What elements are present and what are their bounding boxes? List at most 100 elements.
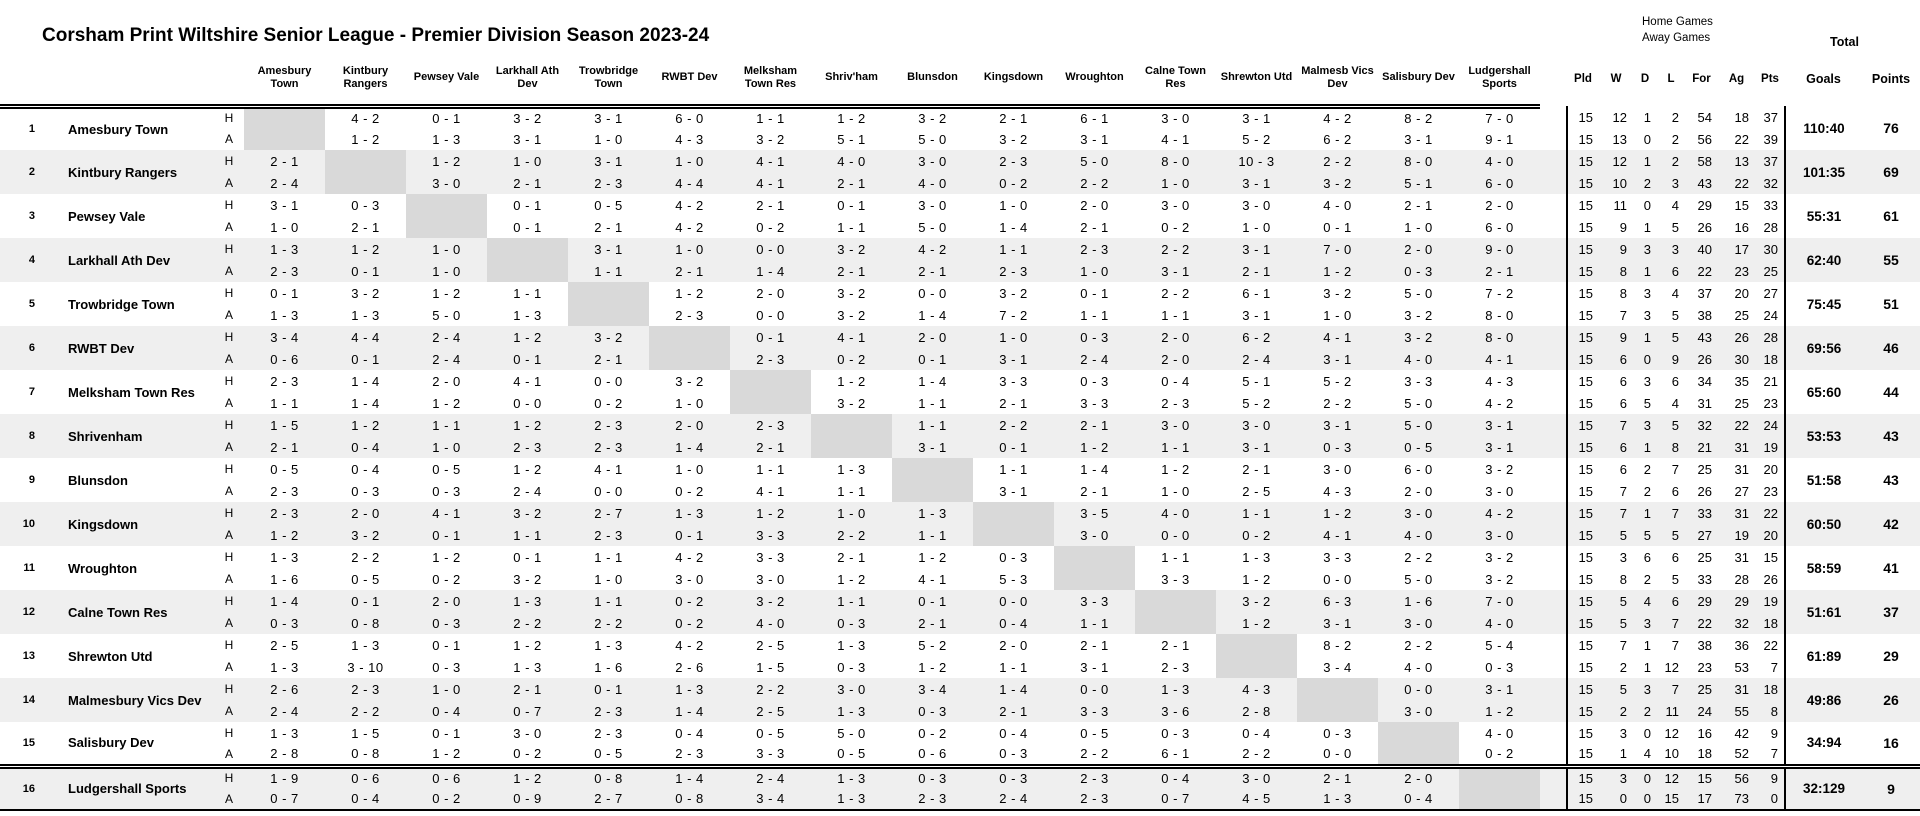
score-cell-home-vs-shriv-ham: 1 - 2: [837, 373, 866, 389]
score-cell-home-vs-melksham-town-res: 2 - 4: [730, 763, 811, 788]
team-row-salisbury-dev-away: A 2 - 8 0 - 8 1 - 2 0 - 2 0 - 5 2 - 3 3 - 3 0 - …: [0, 744, 1920, 766]
score-cell-home-vs-melksham-town-res: 2 - 1: [756, 197, 785, 213]
position-label: 12: [0, 590, 44, 634]
stat-cell-home-pld: 15: [1566, 678, 1599, 700]
score-cell-home-vs-rwbt-dev: 4 - 2: [675, 637, 704, 653]
score-cell-home-vs-shrewton-utd: 3 - 1: [1242, 110, 1271, 126]
column-header-shrewton-utd: Shrewton Utd: [1216, 52, 1297, 109]
column-header-shriv-ham: Shriv'ham: [811, 52, 892, 109]
column-header-pld: Pld: [1574, 72, 1592, 85]
score-cell-home-vs-malmesb-vics-dev: 0 - 3: [1323, 725, 1352, 741]
stat-cell-away-for: 43: [1685, 172, 1718, 194]
goals-cell: 110:40: [1803, 120, 1845, 136]
away-row-label: A: [214, 612, 244, 634]
score-cell-away-vs-salisbury-dev: 5 - 1: [1378, 172, 1459, 194]
stat-cell-away-pld: 15: [1566, 480, 1599, 502]
score-cell-home-vs-kingsdown: 2 - 3: [973, 150, 1054, 172]
score-cell-away-vs-rwbt-dev: 0 - 8: [649, 788, 730, 811]
score-cell-away-vs-trowbridge-town: 2 - 1: [594, 219, 623, 235]
score-cell-home-vs-shriv-ham: 1 - 0: [811, 502, 892, 524]
score-cell-home-vs-blunsdon: 0 - 1: [892, 590, 973, 612]
score-cell-away-vs-pewsey-vale: 0 - 3: [406, 612, 487, 634]
score-cell-home-vs-kintbury-rangers: 0 - 3: [351, 197, 380, 213]
stat-cell-away-d: 2: [1633, 700, 1657, 722]
score-cell-away-vs-pewsey-vale: 0 - 3: [432, 659, 461, 675]
stat-cell-home-pts: 30: [1755, 238, 1786, 260]
score-cell-away-vs-wroughton: 2 - 4: [1054, 348, 1135, 370]
stat-cell-away-for: 18: [1697, 746, 1712, 762]
score-cell-away-vs-salisbury-dev: 3 - 0: [1378, 612, 1459, 634]
stat-cell-home-d: 1: [1633, 502, 1657, 524]
away-row-label: A: [214, 788, 244, 811]
position-label: 8: [0, 414, 44, 458]
stat-cell-away-d: 2: [1643, 483, 1651, 499]
score-cell-away-vs-wroughton: 1 - 0: [1054, 260, 1135, 282]
score-cell-home-vs-rwbt-dev: 4 - 2: [675, 197, 704, 213]
stat-cell-home-l: 2: [1671, 109, 1679, 125]
score-cell-away-vs-shrewton-utd: 2 - 5: [1242, 483, 1271, 499]
spacer-cell: [1540, 656, 1567, 678]
score-cell-away-vs-amesbury-town: 1 - 3: [270, 307, 299, 323]
stat-cell-home-ag: 20: [1734, 285, 1749, 301]
stat-cell-away-d: 1: [1633, 436, 1657, 458]
score-cell-home-vs-pewsey-vale: 0 - 1: [432, 725, 461, 741]
score-cell-away-vs-pewsey-vale: 3 - 0: [406, 172, 487, 194]
score-cell-away-vs-melksham-town-res: 3 - 3: [756, 746, 785, 762]
score-cell-away-vs-shriv-ham: 0 - 3: [811, 612, 892, 634]
score-cell-home-vs-melksham-town-res: 1 - 2: [730, 502, 811, 524]
stat-cell-home-ag: 35: [1734, 373, 1749, 389]
score-cell-away-vs-calne-town-res: 0 - 0: [1135, 524, 1216, 546]
home-away-legend: Home Games Away Games: [1642, 14, 1713, 46]
team-row-salisbury-dev-home: 15 Salisbury Dev H 1 - 3 1 - 5 0 - 1 3 - 0 2 - …: [0, 722, 1920, 766]
stat-cell-home-pts: 21: [1755, 370, 1786, 392]
score-cell-away-vs-kintbury-rangers: 3 - 10: [347, 659, 384, 675]
score-cell-home-vs-rwbt-dev: 1 - 0: [675, 461, 704, 477]
column-header-trowbridge-town: Trowbridge Town: [568, 52, 649, 109]
stat-cell-home-pts: 37: [1755, 150, 1786, 172]
score-cell-away-vs-amesbury-town: 1 - 2: [244, 524, 325, 546]
position-label: 6: [0, 326, 44, 370]
score-cell-home-vs-shrewton-utd: 3 - 0: [1216, 763, 1297, 788]
points-cell: 29: [1883, 648, 1899, 664]
score-cell-away-vs-salisbury-dev: 1 - 0: [1404, 219, 1433, 235]
stat-cell-away-pld: 15: [1566, 216, 1599, 238]
stat-cell-home-ag: 31: [1734, 461, 1749, 477]
score-cell-away-vs-salisbury-dev: 5 - 0: [1404, 571, 1433, 587]
away-row-label: A: [214, 260, 244, 282]
stat-cell-home-d: 0: [1643, 725, 1651, 741]
stat-cell-away-pts: 23: [1755, 392, 1786, 414]
column-header-position: [0, 52, 44, 109]
points-cell: 55: [1862, 238, 1920, 282]
score-cell-home-vs-pewsey-vale: 2 - 0: [406, 590, 487, 612]
stat-cell-home-w: 3: [1619, 549, 1627, 565]
score-cell-home-vs-salisbury-dev: 3 - 2: [1378, 326, 1459, 348]
stat-cell-away-w: 6: [1599, 348, 1633, 370]
score-cell-home-vs-larkhall-ath-dev: 1 - 2: [513, 461, 542, 477]
self-cell: [1459, 763, 1540, 811]
team-name: Calne Town Res: [44, 590, 214, 634]
score-cell-away-vs-shriv-ham: 1 - 2: [837, 571, 866, 587]
stat-cell-away-pts: 25: [1755, 260, 1786, 282]
spacer-cell: [1540, 763, 1567, 788]
score-cell-home-vs-kintbury-rangers: 1 - 5: [351, 725, 380, 741]
column-header-blunsdon: Blunsdon: [892, 52, 973, 109]
stat-cell-home-for: 37: [1697, 285, 1712, 301]
stat-cell-home-w: 9: [1599, 238, 1633, 260]
stat-cell-away-pts: 39: [1755, 128, 1786, 150]
score-cell-home-vs-kintbury-rangers: 1 - 3: [351, 637, 380, 653]
score-cell-home-vs-blunsdon: 4 - 2: [892, 238, 973, 260]
stat-cell-home-for: 58: [1685, 150, 1718, 172]
stat-cell-away-for: 38: [1697, 307, 1712, 323]
stat-cell-away-ag: 16: [1734, 219, 1749, 235]
score-cell-home-vs-rwbt-dev: 0 - 2: [649, 590, 730, 612]
score-cell-away-vs-wroughton: 2 - 3: [1054, 788, 1135, 811]
score-cell-away-vs-blunsdon: 1 - 1: [918, 395, 947, 411]
score-cell-home-vs-wroughton: 0 - 3: [1054, 326, 1135, 348]
stat-cell-away-pts: 24: [1755, 304, 1786, 326]
spacer-cell: [1540, 678, 1567, 700]
score-cell-home-vs-malmesb-vics-dev: 2 - 2: [1297, 150, 1378, 172]
score-cell-home-vs-rwbt-dev: 1 - 2: [675, 285, 704, 301]
goals-cell: 53:53: [1785, 414, 1862, 458]
stat-cell-home-for: 16: [1697, 725, 1712, 741]
stat-cell-away-pts: 7: [1755, 656, 1786, 678]
